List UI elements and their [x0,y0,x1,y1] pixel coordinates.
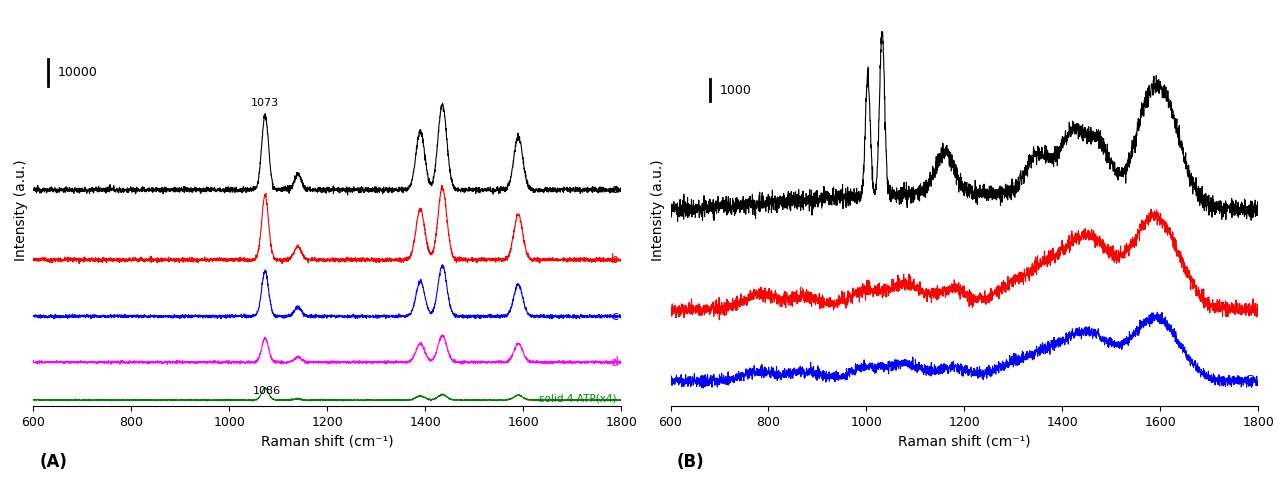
Text: 1073: 1073 [251,99,279,108]
Text: a: a [611,184,618,197]
Y-axis label: Intensity (a.u.): Intensity (a.u.) [650,159,665,261]
Text: (B): (B) [676,453,705,471]
Text: b: b [611,253,618,266]
Text: solid 4-ATP(x4): solid 4-ATP(x4) [538,394,616,403]
X-axis label: Raman shift (cm⁻¹): Raman shift (cm⁻¹) [261,434,394,448]
Y-axis label: Intensity (a.u.): Intensity (a.u.) [14,159,28,261]
Text: d: d [611,356,618,369]
Text: cx3: cx3 [1234,374,1256,388]
Text: c: c [612,310,618,323]
Text: 1086: 1086 [252,386,281,396]
Text: a: a [1248,203,1256,216]
Text: (A): (A) [40,453,67,471]
X-axis label: Raman shift (cm⁻¹): Raman shift (cm⁻¹) [898,434,1030,448]
Text: b: b [1248,303,1256,316]
Text: 10000: 10000 [58,66,98,79]
Text: 1000: 1000 [720,84,751,97]
